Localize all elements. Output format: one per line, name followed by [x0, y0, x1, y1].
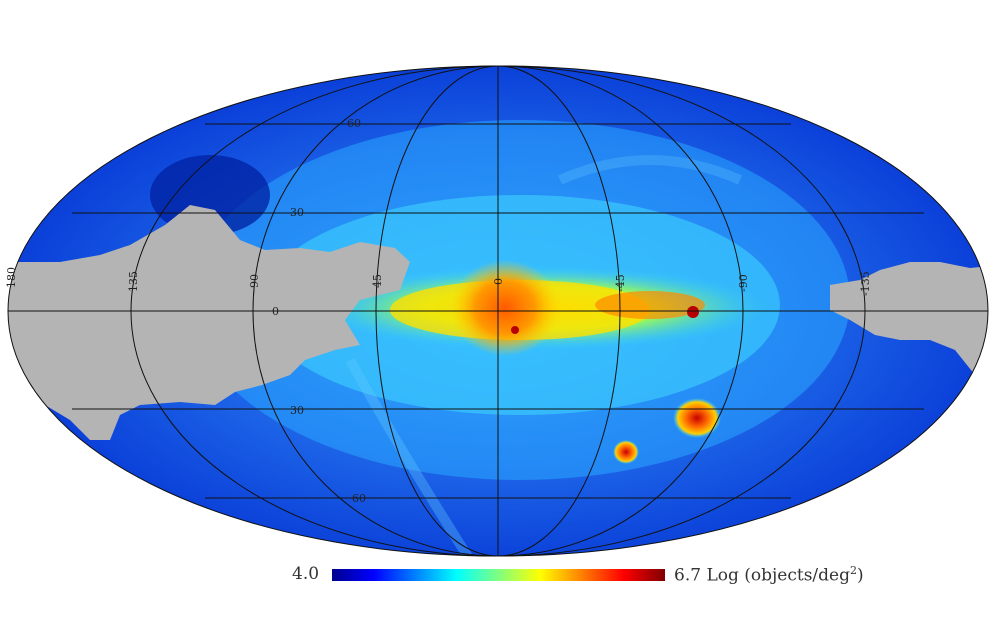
lat-label-north-60: 60: [347, 117, 361, 130]
graticule: [7, 65, 989, 557]
equator-label: 0: [272, 305, 279, 318]
colorbar-unit-close: ): [856, 565, 864, 586]
cluster-spot-2: [511, 326, 519, 334]
lon-label-90: 90: [248, 274, 261, 288]
colorbar-min-label: 4.0: [292, 564, 320, 584]
colorbar-max-label: 6.7: [674, 565, 702, 586]
small-magellanic-cloud: [613, 440, 639, 464]
lat-label-south-30: 30: [290, 404, 304, 417]
colorbar-unit-label: Log (objects/deg: [706, 565, 850, 586]
scan-stripe: [345, 357, 475, 556]
lon-label-180: 180: [5, 267, 18, 288]
scan-stripe-2: [557, 155, 743, 185]
lon-label-45: 45: [371, 274, 384, 288]
meridian-135: [130, 65, 866, 557]
lat-label-north-30: 30: [290, 206, 304, 219]
plane-hotspot: [595, 291, 705, 319]
lon-label-135: 135: [127, 271, 140, 292]
colorbar: 4.0 6.7 Log (objects/deg2): [286, 562, 906, 588]
lat-label-south-60: 60: [352, 492, 366, 505]
cluster-spot: [687, 306, 699, 318]
no-data-region-right: [830, 262, 988, 390]
lon-label-minus-45: -45: [614, 274, 627, 292]
galactic-bulge: [450, 260, 560, 356]
colorbar-gradient: [332, 569, 665, 581]
sky-density-layer: [8, 66, 988, 556]
lon-label-minus-135: -135: [859, 271, 872, 296]
colorbar-unit-exponent: 2: [849, 564, 857, 577]
grid-labels: 60 30 30 60 0 0 45 90 135 180 -45 -90 -1…: [5, 117, 872, 505]
large-magellanic-cloud: [673, 398, 721, 438]
colorbar-max-and-unit: 6.7 Log (objects/deg2): [674, 564, 864, 586]
lon-label-minus-90: -90: [737, 274, 750, 292]
lon-label-0: 0: [492, 278, 505, 285]
no-data-region-left: [8, 205, 410, 440]
